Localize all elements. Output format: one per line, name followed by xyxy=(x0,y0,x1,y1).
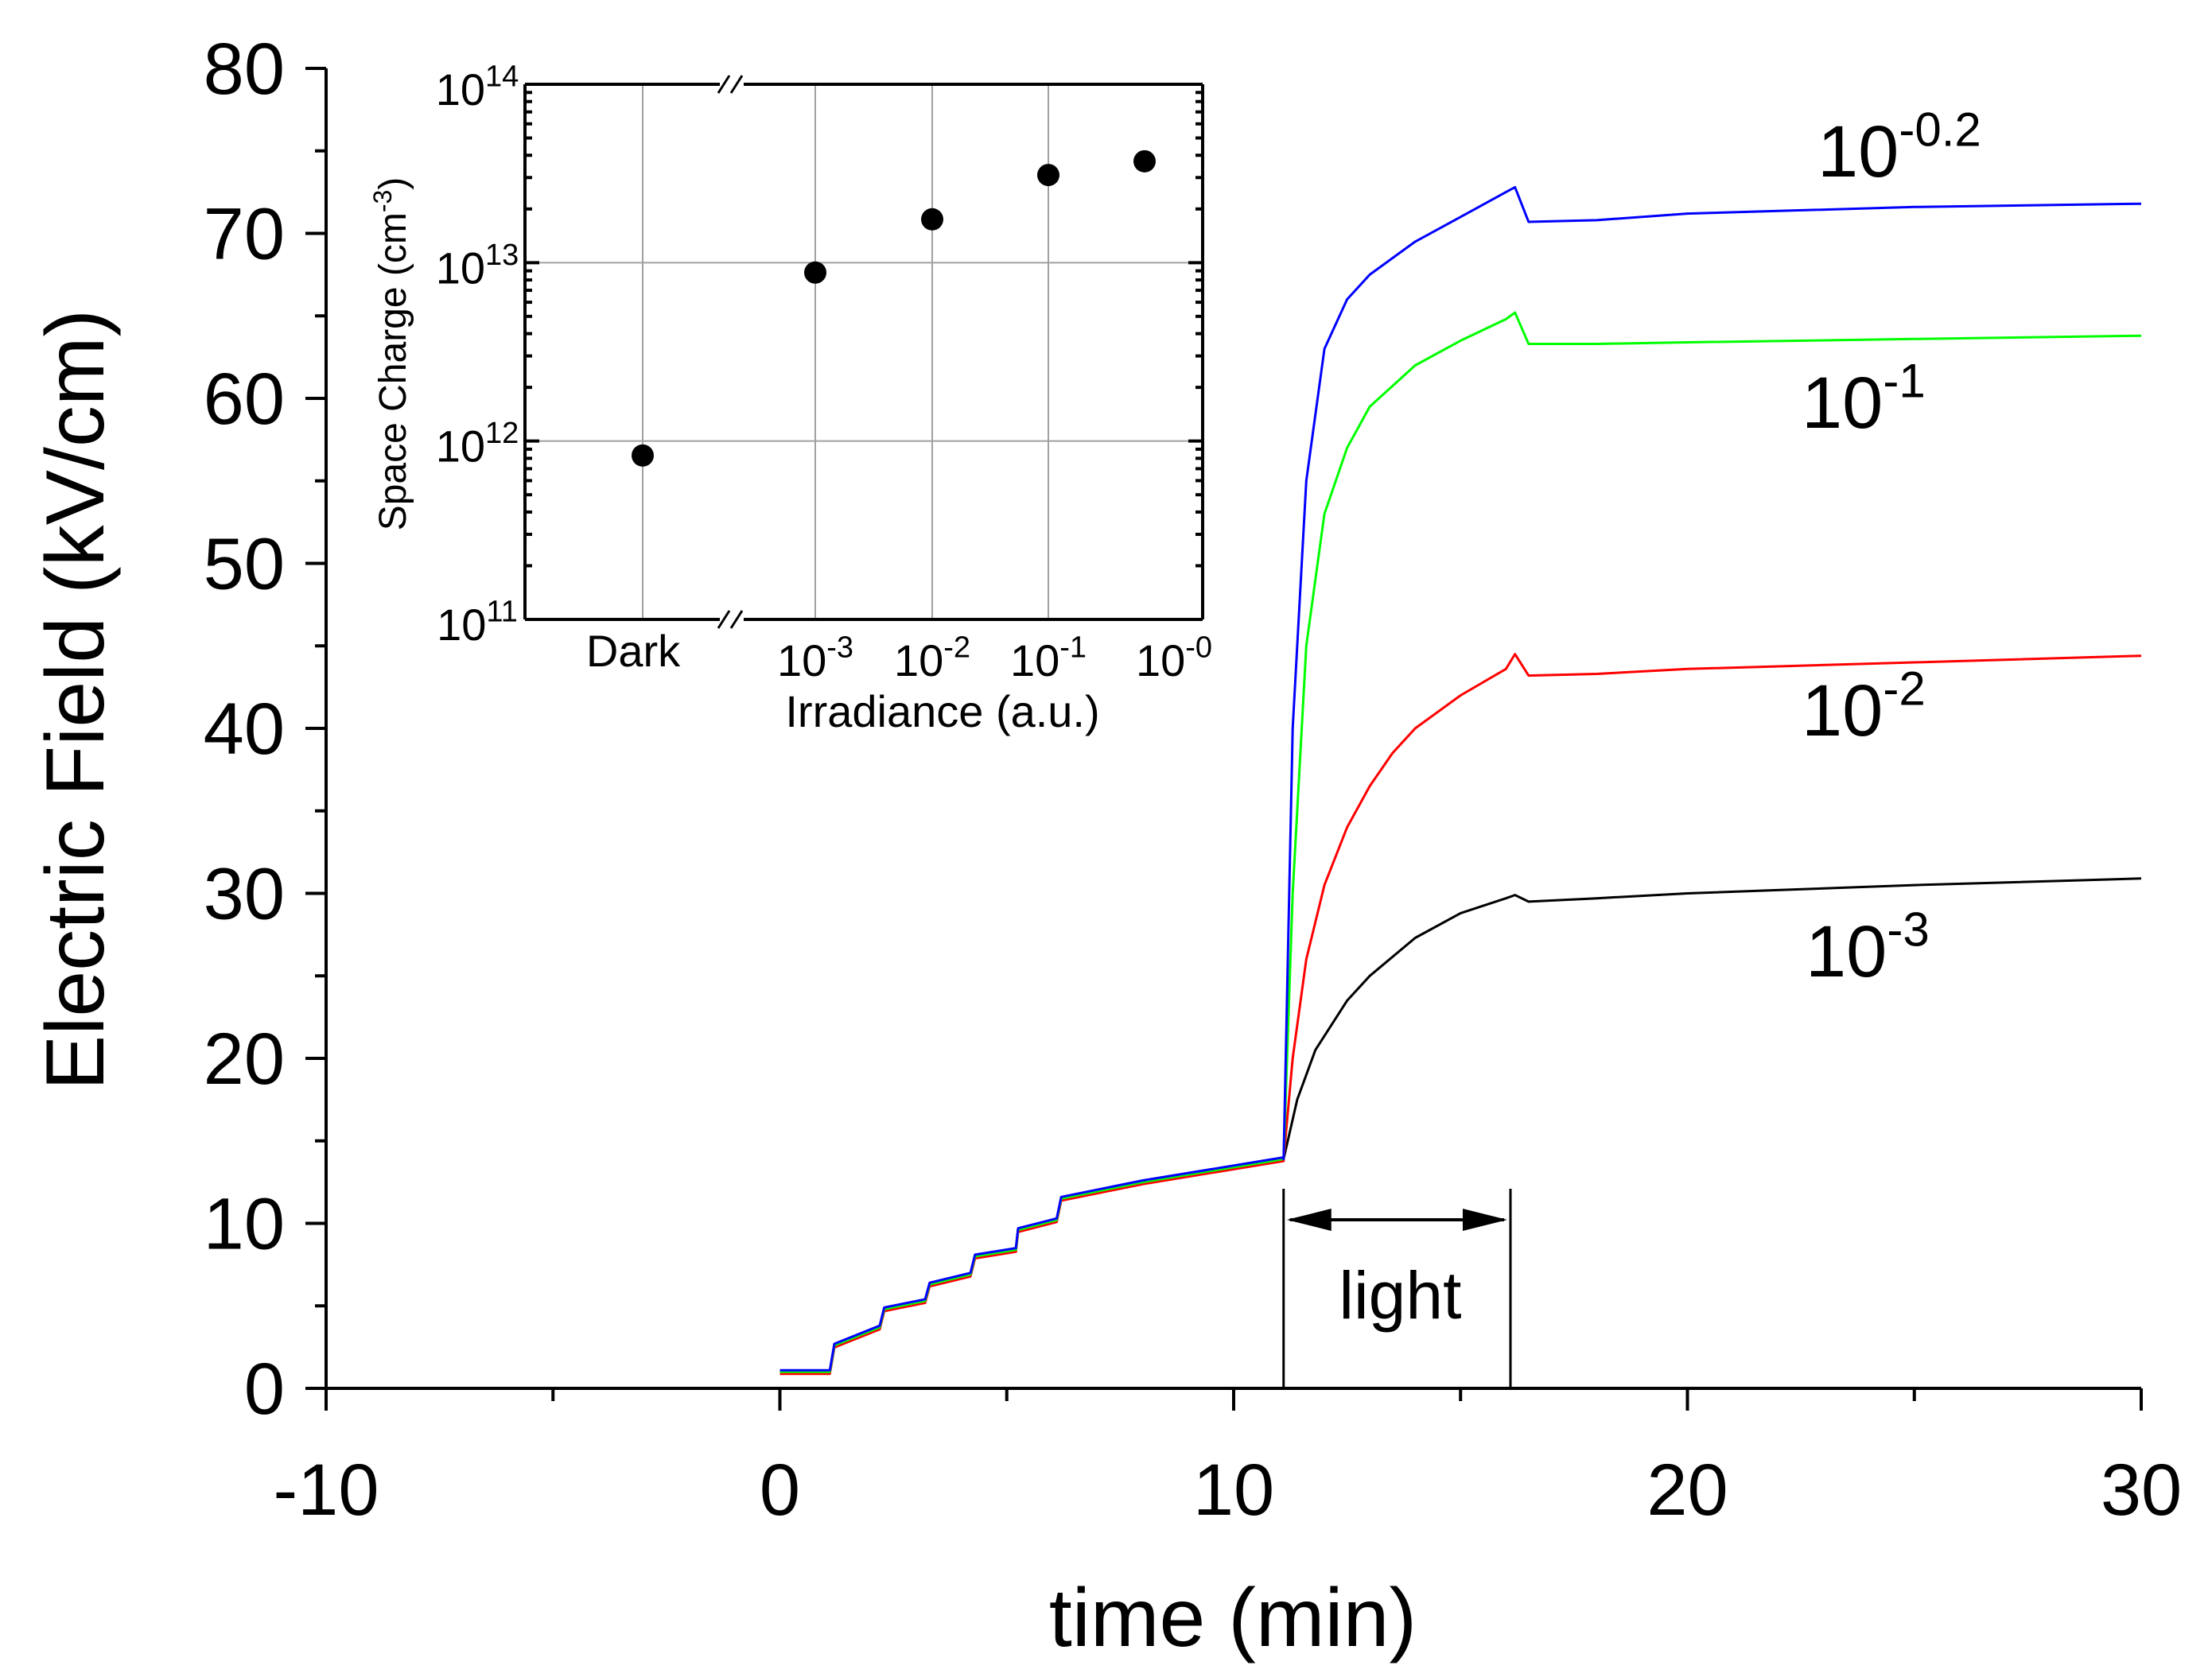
inset-x-tick-label-base: 10 xyxy=(894,635,943,685)
x-axis-title: time (min) xyxy=(1049,1572,1417,1664)
inset-y-axis-title: Space Charge (cm-3) xyxy=(368,177,414,531)
y-tick-label: 40 xyxy=(204,689,285,770)
inset-x-tick-label-exp: -2 xyxy=(943,631,970,664)
series-label-3-exp: -3 xyxy=(1887,903,1929,956)
y-tick-label: 70 xyxy=(204,194,285,275)
x-tick-label: 30 xyxy=(2101,1450,2182,1531)
y-tick-label: 60 xyxy=(204,359,285,440)
inset-data-point xyxy=(632,444,654,467)
series-label-1-exp: -1 xyxy=(1883,354,1925,407)
series-label-2-exp: -2 xyxy=(1883,662,1925,715)
series-label-1-base: 10 xyxy=(1802,363,1883,444)
inset-x-tick-label: Dark xyxy=(586,626,681,676)
inset-y-tick-label-base: 10 xyxy=(436,64,485,115)
inset-data-point xyxy=(804,261,826,284)
inset-y-tick-label: 1012 xyxy=(436,417,519,472)
inset-x-tick-label: 10-3 xyxy=(777,631,853,685)
inset-x-tick-label: 10-0 xyxy=(1136,631,1212,685)
inset-y-tick-label-base: 10 xyxy=(437,600,486,650)
inset-y-tick-label-base: 10 xyxy=(436,243,485,293)
series-label-2-base: 10 xyxy=(1802,670,1883,751)
series-label-1: 10-1 xyxy=(1802,354,1926,444)
inset-x-tick-label-exp: -3 xyxy=(826,631,853,664)
series-label-0: 10-0.2 xyxy=(1817,103,1981,192)
inset-y-tick-label-exp: 12 xyxy=(485,417,519,450)
inset-x-tick-label-base: 10 xyxy=(1010,635,1059,685)
x-tick-label: 20 xyxy=(1646,1450,1728,1531)
x-tick-label: 10 xyxy=(1193,1450,1274,1531)
series-line-0 xyxy=(779,185,2142,1372)
inset-y-title-base: Space Charge (cm xyxy=(372,212,414,530)
inset-y-tick-label-exp: 13 xyxy=(485,239,519,272)
y-tick-label: 10 xyxy=(204,1184,285,1265)
series-label-2: 10-2 xyxy=(1802,662,1926,751)
y-tick-label: 80 xyxy=(204,29,285,110)
light-label: light xyxy=(1339,1258,1461,1333)
y-tick-label: 30 xyxy=(204,854,285,935)
y-tick-label: 50 xyxy=(204,524,285,605)
inset-x-axis-title: Irradiance (a.u.) xyxy=(785,686,1099,736)
inset-y-tick-label-base: 10 xyxy=(436,421,485,472)
inset-axis-break xyxy=(729,610,744,629)
series-label-0-base: 10 xyxy=(1817,111,1899,192)
inset-axis-break xyxy=(717,610,731,629)
inset-y-tick-label: 1011 xyxy=(437,595,518,650)
inset-x-tick-label-exp: -1 xyxy=(1059,631,1087,664)
inset-data-point xyxy=(1133,149,1156,173)
inset-data-point xyxy=(921,208,943,231)
y-axis-title: Electric Field (kV/cm) xyxy=(29,309,122,1090)
inset-y-tick-label: 1013 xyxy=(436,239,519,293)
inset-data-point xyxy=(1037,164,1059,187)
inset-y-title-close: ) xyxy=(372,177,414,190)
inset-x-tick-label: 10-1 xyxy=(1010,631,1087,685)
inset-x-tick-label-exp: -0 xyxy=(1185,631,1212,664)
inset-x-tick-label-base: 10 xyxy=(777,635,826,685)
inset-y-tick-label-exp: 11 xyxy=(486,595,517,628)
inset-x-tick-label-base: 10 xyxy=(1136,635,1185,685)
inset-axis-break xyxy=(729,75,744,94)
series-line-1 xyxy=(779,311,2142,1373)
light-arrow-head-left xyxy=(1286,1209,1331,1231)
inset-y-title-exp: -3 xyxy=(368,190,397,212)
inset-x-tick-label: 10-2 xyxy=(894,631,970,685)
inset-y-tick-label-exp: 14 xyxy=(485,60,519,93)
x-tick-label: -10 xyxy=(274,1450,379,1531)
y-tick-label: 20 xyxy=(204,1019,285,1100)
inset-y-tick-label: 1014 xyxy=(436,60,519,115)
x-tick-label: 0 xyxy=(760,1450,800,1531)
series-label-3: 10-3 xyxy=(1806,903,1930,992)
light-arrow-head-right xyxy=(1463,1209,1508,1231)
series-label-3-base: 10 xyxy=(1806,911,1887,992)
series-label-0-exp: -0.2 xyxy=(1899,103,1981,156)
y-tick-label: 0 xyxy=(244,1349,285,1430)
inset-axis-break xyxy=(717,75,731,94)
